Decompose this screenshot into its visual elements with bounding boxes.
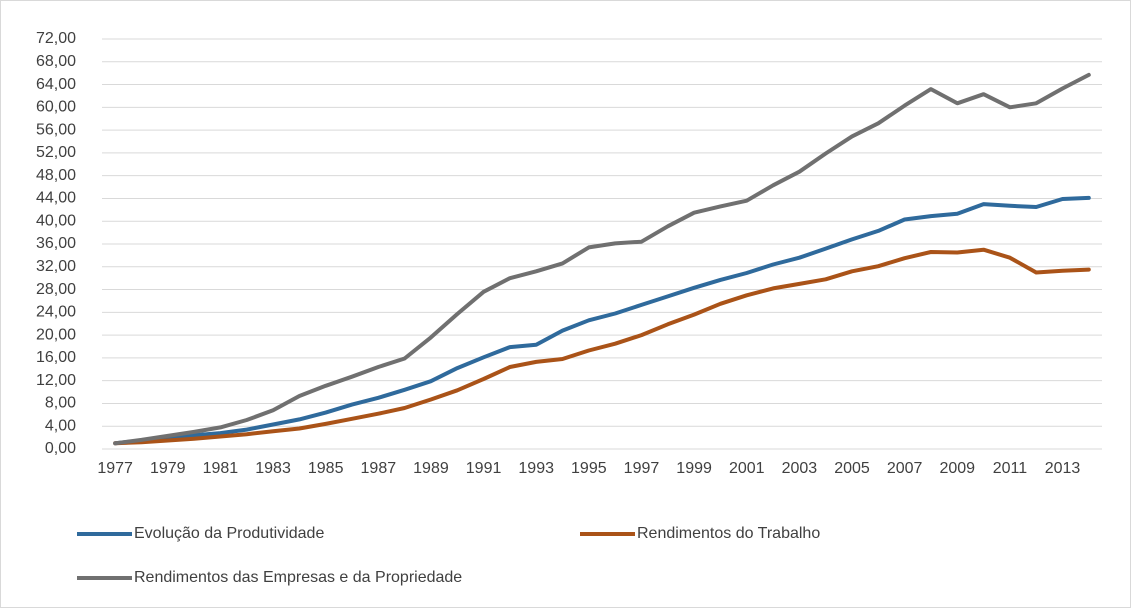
x-tick-label: 2013 [1045,460,1081,477]
x-tick-label: 1991 [466,460,502,477]
y-tick-label: 64,00 [36,76,76,93]
y-tick-label: 48,00 [36,167,76,184]
x-tick-label: 2007 [887,460,923,477]
legend-label: Rendimentos das Empresas e da Propriedad… [134,569,462,586]
x-tick-label: 2005 [834,460,870,477]
x-tick-label: 1989 [413,460,449,477]
y-tick-label: 32,00 [36,258,76,275]
series-line [113,72,1091,446]
x-tick-label: 1977 [97,460,133,477]
y-tick-label: 28,00 [36,281,76,298]
x-tick-label: 2001 [729,460,765,477]
y-tick-label: 8,00 [45,395,76,412]
series-line [113,195,1091,446]
legend-label: Evolução da Produtividade [134,525,324,542]
y-tick-label: 72,00 [36,30,76,47]
y-tick-label: 0,00 [45,440,76,457]
y-tick-label: 40,00 [36,212,76,229]
y-tick-label: 44,00 [36,190,76,207]
x-tick-label: 1985 [308,460,344,477]
y-tick-label: 12,00 [36,372,76,389]
y-tick-label: 60,00 [36,99,76,116]
x-tick-label: 1983 [255,460,291,477]
x-tick-label: 1993 [518,460,554,477]
x-tick-label: 1981 [203,460,239,477]
y-tick-label: 4,00 [45,417,76,434]
x-tick-label: 1995 [571,460,607,477]
y-tick-label: 20,00 [36,326,76,343]
series-line [113,247,1091,446]
x-tick-label: 2011 [993,460,1028,477]
x-tick-label: 1979 [150,460,186,477]
legend-label: Rendimentos do Trabalho [637,525,820,542]
x-tick-label: 2009 [939,460,975,477]
x-tick-label: 2003 [782,460,818,477]
x-tick-label: 1987 [361,460,397,477]
y-tick-label: 52,00 [36,144,76,161]
x-tick-label: 1999 [676,460,712,477]
y-tick-label: 56,00 [36,121,76,138]
y-tick-label: 16,00 [36,349,76,366]
y-tick-label: 36,00 [36,235,76,252]
y-tick-label: 68,00 [36,53,76,70]
y-tick-label: 24,00 [36,304,76,321]
x-tick-label: 1997 [624,460,660,477]
